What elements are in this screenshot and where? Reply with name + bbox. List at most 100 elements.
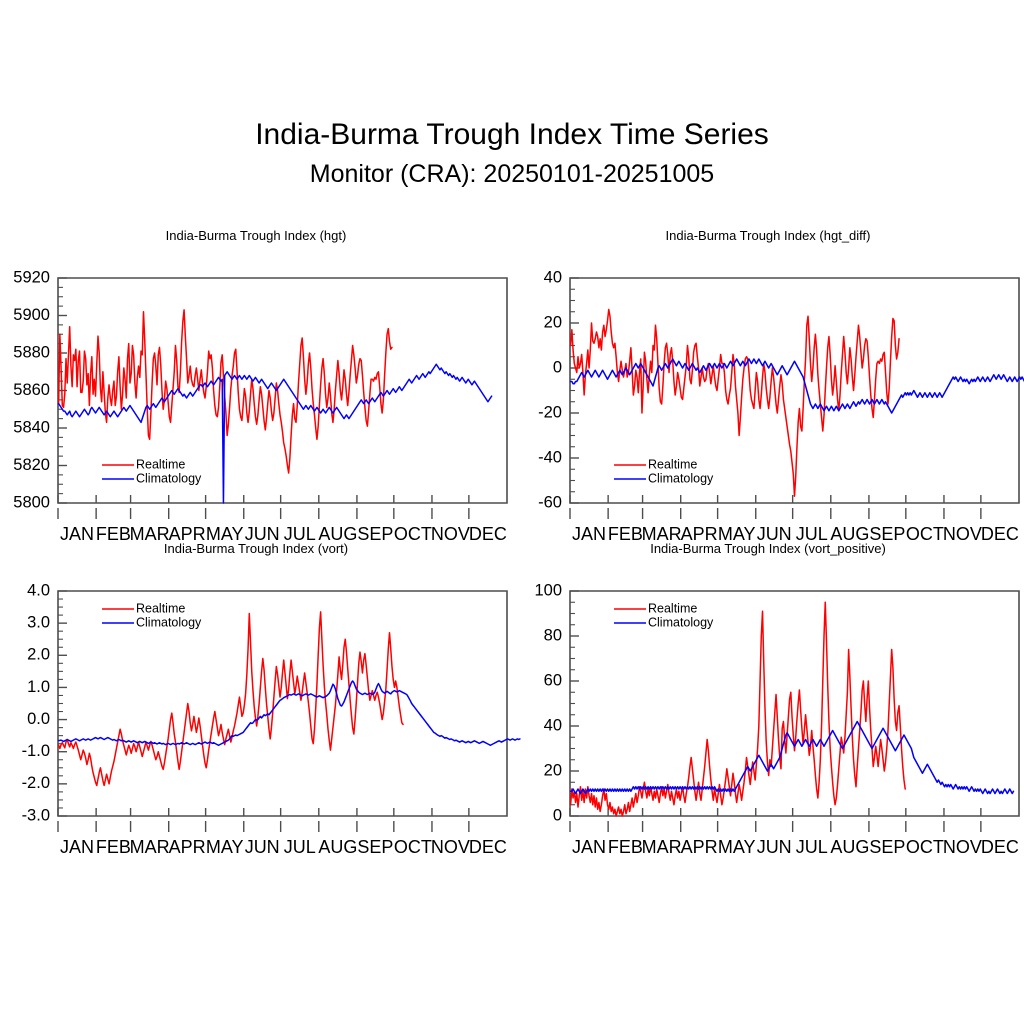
y-tick-label: 5840 [13, 418, 50, 436]
y-tick-label: 60 [544, 671, 562, 689]
x-tick-label-oct: OCT [394, 524, 432, 544]
x-tick-label-apr: APR [169, 524, 206, 544]
x-tick-label-dec: DEC [981, 524, 1019, 544]
x-tick-label-jul: JUL [796, 524, 828, 544]
series-realtime-line [57, 309, 393, 474]
x-tick-label-apr: APR [681, 837, 718, 857]
x-tick-label-nov: NOV [943, 524, 982, 544]
x-tick-label-sep: SEP [357, 524, 393, 544]
x-tick-label-apr: APR [681, 524, 718, 544]
legend-label-climatology: Climatology [648, 471, 714, 485]
y-tick-label: 5800 [13, 493, 50, 511]
x-tick-label-aug: AUG [318, 524, 357, 544]
x-tick-label-oct: OCT [906, 524, 944, 544]
series-climatology-line [569, 720, 1015, 795]
x-tick-label-sep: SEP [869, 837, 905, 857]
series-climatology-line [57, 680, 521, 747]
y-tick-label: 3.0 [27, 614, 50, 632]
x-tick-label-aug: AUG [830, 837, 869, 857]
x-tick-label-nov: NOV [431, 837, 470, 857]
series-realtime-line [57, 611, 404, 787]
x-tick-label-may: MAY [206, 524, 244, 544]
x-tick-label-jul: JUL [796, 837, 828, 857]
legend-label-climatology: Climatology [136, 471, 202, 485]
x-tick-label-feb: FEB [608, 837, 643, 857]
y-tick-label: 1.0 [27, 678, 50, 696]
y-tick-label: -20 [538, 403, 562, 421]
x-tick-label-jun: JUN [245, 837, 280, 857]
panel-hgt-diff: India-Burma Trough Index (hgt_diff) -60 -… [512, 228, 1024, 544]
y-tick-label: 100 [534, 581, 562, 599]
y-tick-label: -2.0 [22, 774, 50, 792]
x-tick-label-jun: JUN [757, 524, 792, 544]
panel-hgt: India-Burma Trough Index (hgt) 5800 5820 5… [0, 228, 512, 544]
series-climatology-line [569, 358, 1024, 414]
y-tick-label: 0 [553, 358, 562, 376]
x-tick-label-aug: AUG [318, 837, 357, 857]
y-tick-label: 2.0 [27, 646, 50, 664]
x-tick-label-jan: JAN [572, 524, 606, 544]
x-tick-label-jan: JAN [60, 837, 94, 857]
legend-label-realtime: Realtime [136, 457, 185, 471]
x-tick-label-may: MAY [718, 524, 756, 544]
y-tick-label: 4.0 [27, 581, 50, 599]
panel-vort-positive: India-Burma Trough Index (vort_positive)… [512, 541, 1024, 857]
x-tick-label-sep: SEP [357, 837, 393, 857]
x-tick-label-jul: JUL [284, 837, 316, 857]
y-tick-label: 0.0 [27, 710, 50, 728]
plot-frame [569, 590, 1020, 817]
x-tick-label-oct: OCT [394, 837, 432, 857]
x-tick-label-aug: AUG [830, 524, 869, 544]
x-tick-label-dec: DEC [981, 837, 1019, 857]
panel-hgt-diff-title: India-Burma Trough Index (hgt_diff) [665, 228, 871, 243]
legend-label-realtime: Realtime [648, 457, 697, 471]
y-tick-label: 5900 [13, 306, 50, 324]
figure-subtitle: Monitor (CRA): 20250101-20251005 [309, 160, 715, 188]
x-tick-label-jan: JAN [60, 524, 94, 544]
y-tick-label: -40 [538, 448, 562, 466]
x-tick-label-mar: MAR [642, 524, 682, 544]
legend-label-climatology: Climatology [648, 615, 714, 629]
y-tick-label: 5860 [13, 381, 50, 399]
x-tick-label-dec: DEC [469, 524, 507, 544]
legend-label-realtime: Realtime [648, 601, 697, 615]
plot-frame [569, 277, 1020, 504]
legend-label-climatology: Climatology [136, 615, 202, 629]
panel-vort-title: India-Burma Trough Index (vort) [163, 541, 349, 556]
y-tick-label: -3.0 [22, 806, 50, 824]
x-tick-label-mar: MAR [130, 524, 170, 544]
x-tick-label-feb: FEB [96, 837, 131, 857]
x-tick-label-mar: MAR [130, 837, 170, 857]
panel-vort-positive-title: India-Burma Trough Index (vort_positive) [650, 541, 886, 556]
x-tick-label-feb: FEB [608, 524, 643, 544]
figure-title: India-Burma Trough Index Time Series [255, 118, 769, 151]
x-tick-label-jan: JAN [572, 837, 606, 857]
x-tick-label-feb: FEB [96, 524, 131, 544]
series-climatology-line [57, 363, 493, 504]
y-tick-label: 40 [544, 268, 562, 286]
x-tick-label-may: MAY [206, 837, 244, 857]
y-tick-label: 20 [544, 761, 562, 779]
x-tick-label-apr: APR [169, 837, 206, 857]
x-tick-label-dec: DEC [469, 837, 507, 857]
x-tick-label-nov: NOV [431, 524, 470, 544]
y-tick-label: 0 [553, 806, 562, 824]
x-tick-label-oct: OCT [906, 837, 944, 857]
y-tick-label: 20 [544, 313, 562, 331]
series-realtime-line [569, 601, 906, 817]
x-tick-label-may: MAY [718, 837, 756, 857]
y-tick-label: 5880 [13, 343, 50, 361]
x-tick-label-nov: NOV [943, 837, 982, 857]
y-tick-label: 5920 [13, 268, 50, 286]
panel-hgt-title: India-Burma Trough Index (hgt) [165, 228, 347, 243]
x-tick-label-mar: MAR [642, 837, 682, 857]
plot-frame [57, 590, 508, 817]
y-tick-label: 40 [544, 716, 562, 734]
y-tick-label: -60 [538, 493, 562, 511]
y-tick-label: 5820 [13, 456, 50, 474]
y-tick-label: -1.0 [22, 742, 50, 760]
